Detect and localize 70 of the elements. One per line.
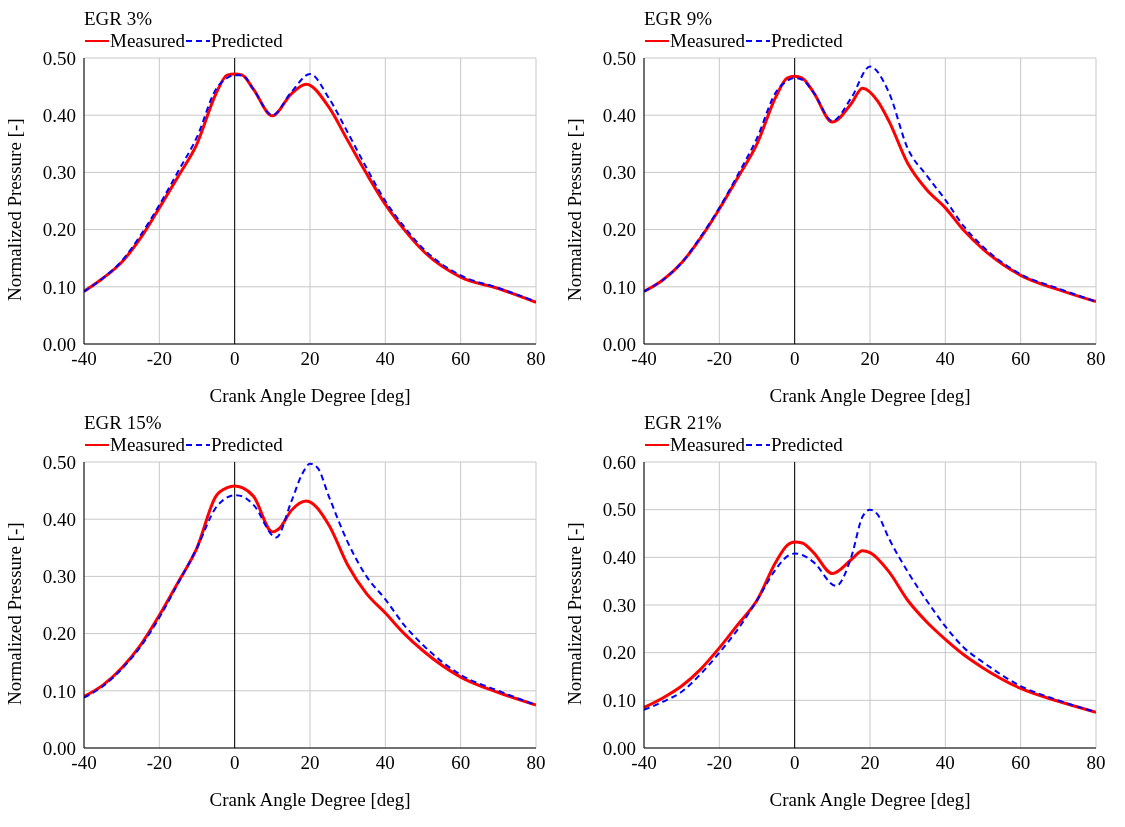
x-tick-label: 40 (375, 348, 395, 370)
y-tick-label: 0.50 (602, 47, 636, 69)
y-tick-label: 0.40 (602, 104, 636, 126)
y-axis-title: Normalized Pressure [-] (563, 118, 585, 301)
x-tick-label: 0 (229, 348, 240, 370)
legend-label: Measured (670, 30, 745, 52)
y-tick-label: 0.50 (42, 451, 76, 473)
x-tick-label: 80 (526, 752, 546, 774)
x-axis-title: Crank Angle Degree [deg] (209, 385, 411, 406)
y-tick-label: 0.20 (602, 219, 636, 241)
x-tick-label: 60 (1011, 348, 1031, 370)
y-tick-label: 0.40 (42, 104, 76, 126)
y-tick-label: 0.30 (42, 566, 76, 588)
y-tick-label: 0.00 (42, 333, 76, 355)
y-tick-label: 0.30 (602, 162, 636, 184)
y-tick-label: 0.40 (42, 508, 76, 530)
y-tick-label: 0.10 (602, 276, 636, 298)
y-tick-label: 0.10 (42, 680, 76, 702)
legend-label: Measured (110, 30, 185, 52)
x-tick-label: 20 (300, 752, 320, 774)
y-tick-label: 0.50 (602, 499, 636, 521)
y-tick-label: 0.40 (602, 547, 636, 569)
x-tick-label: -20 (706, 752, 732, 774)
y-tick-label: 0.00 (602, 333, 636, 355)
legend-label: Predicted (210, 30, 283, 52)
legend-label: Predicted (770, 30, 843, 52)
x-tick-label: 40 (375, 752, 395, 774)
x-tick-label: 80 (1086, 752, 1106, 774)
y-tick-label: 0.10 (42, 276, 76, 298)
legend-label: Measured (110, 434, 185, 456)
x-tick-label: 40 (935, 752, 955, 774)
legend-label: Predicted (770, 434, 843, 456)
legend-label: Predicted (210, 434, 283, 456)
x-axis-title: Crank Angle Degree [deg] (769, 385, 971, 406)
y-tick-label: 0.20 (42, 219, 76, 241)
x-tick-label: 60 (451, 752, 471, 774)
x-tick-label: 0 (229, 752, 240, 774)
chart-title: EGR 15% (83, 412, 163, 434)
chart-title: EGR 9% (643, 8, 714, 30)
y-axis-title: Normalized Pressure [-] (3, 522, 25, 705)
y-tick-label: 0.50 (42, 47, 76, 69)
chart-title: EGR 21% (643, 412, 723, 434)
y-axis-title: Normalized Pressure [-] (563, 522, 585, 705)
x-tick-label: 80 (526, 348, 546, 370)
y-tick-label: 0.30 (602, 594, 636, 616)
y-tick-label: 0.20 (602, 642, 636, 664)
chart-title: EGR 3% (83, 8, 154, 30)
x-tick-label: 60 (451, 348, 471, 370)
x-tick-label: -20 (146, 348, 172, 370)
x-axis-title: Crank Angle Degree [deg] (209, 789, 411, 810)
x-tick-label: 40 (935, 348, 955, 370)
x-axis-title: Crank Angle Degree [deg] (769, 789, 971, 810)
x-tick-label: 60 (1011, 752, 1031, 774)
x-tick-label: -20 (146, 752, 172, 774)
x-tick-label: 20 (860, 348, 880, 370)
y-tick-label: 0.00 (602, 737, 636, 759)
x-tick-label: 0 (789, 752, 800, 774)
y-tick-label: 0.20 (42, 623, 76, 645)
line-series (644, 540, 1096, 714)
y-tick-label: 0.60 (602, 451, 636, 473)
x-tick-label: -20 (706, 348, 732, 370)
x-tick-label: 20 (300, 348, 320, 370)
y-axis-title: Normalized Pressure [-] (3, 118, 25, 301)
y-tick-label: 0.00 (42, 737, 76, 759)
x-tick-label: 80 (1086, 348, 1106, 370)
legend-label: Measured (670, 434, 745, 456)
x-tick-label: 20 (860, 752, 880, 774)
y-tick-label: 0.10 (602, 690, 636, 712)
x-tick-label: 0 (789, 348, 800, 370)
y-tick-label: 0.30 (42, 162, 76, 184)
